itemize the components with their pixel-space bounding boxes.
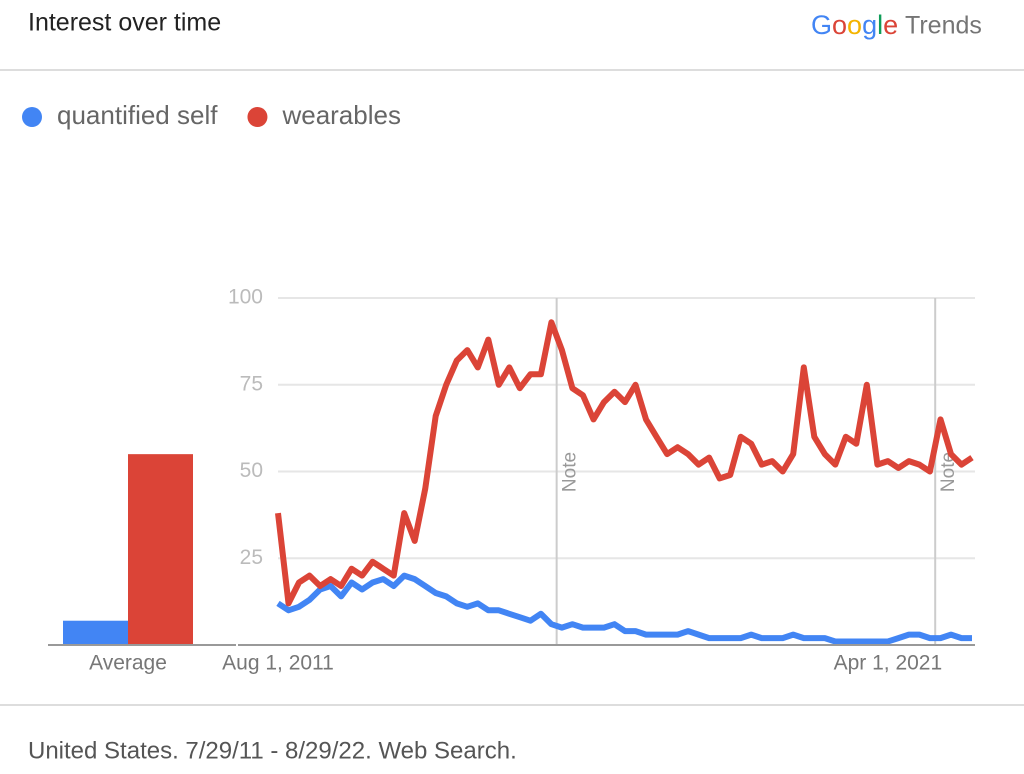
brand-product: Trends	[905, 12, 982, 40]
brand-logo: Google	[811, 10, 898, 40]
x-tick-label: Apr 1, 2021	[834, 652, 943, 675]
y-tick-label: 25	[240, 546, 263, 569]
legend-swatch	[247, 107, 268, 127]
note-label: Note	[938, 452, 959, 492]
legend-label: quantified self	[57, 100, 218, 130]
legend-swatch	[22, 107, 42, 127]
average-label: Average	[89, 652, 167, 675]
y-tick-label: 100	[228, 286, 263, 309]
legend-label: wearables	[281, 100, 401, 130]
x-tick-label: Aug 1, 2011	[222, 652, 334, 675]
series-line	[275, 319, 974, 607]
note-label: Note	[560, 452, 581, 492]
y-tick-label: 75	[240, 372, 263, 395]
footer: United States. 7/29/11 - 8/29/22. Web Se…	[28, 737, 517, 764]
chart-title: Interest over time	[28, 9, 221, 37]
average-bar	[63, 620, 128, 645]
average-bar	[128, 454, 193, 645]
series-line	[276, 572, 972, 645]
y-tick-label: 50	[240, 459, 263, 482]
